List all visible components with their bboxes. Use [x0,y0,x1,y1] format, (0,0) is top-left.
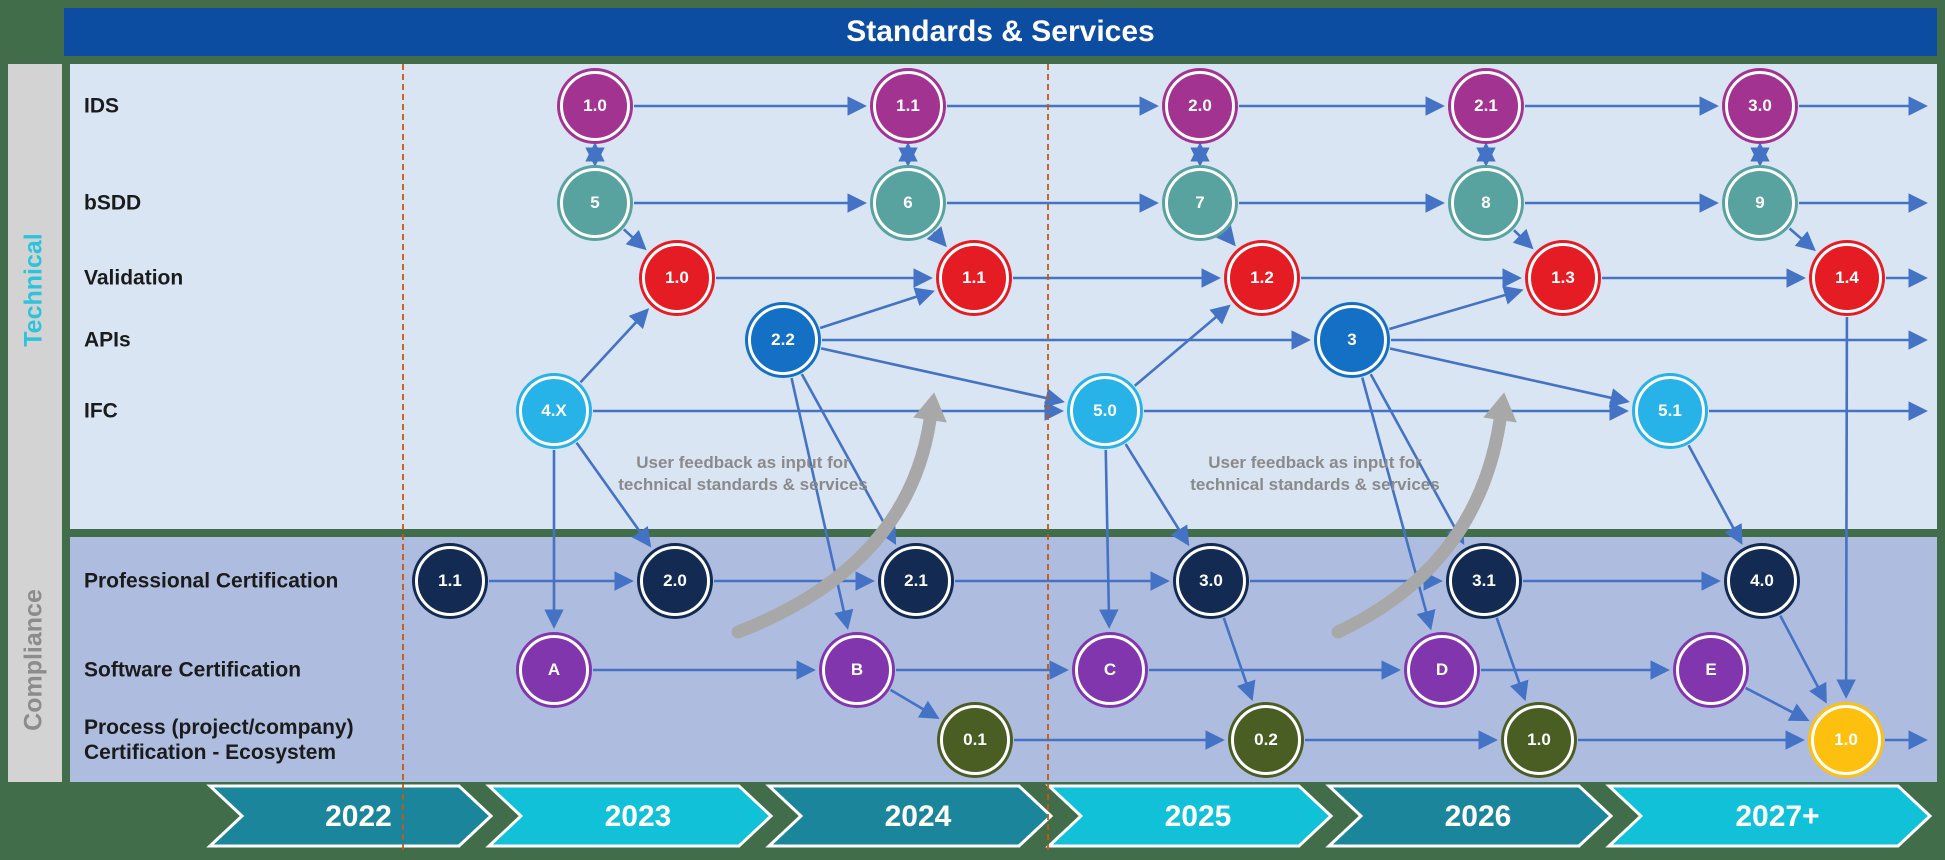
timeline-year-2024: 2024 [885,800,952,834]
row-label-profcert: Professional Certification [84,569,338,594]
feedback-swoosh-arrowhead [1483,392,1517,422]
node-software-certification-a: A [519,635,589,705]
arrow-v14-to-ry10 [1846,317,1847,695]
row-label-apis-text: APIs [84,328,131,353]
arrow-sE-to-ry10 [1746,688,1806,719]
arrow-b8-to-v13 [1514,230,1531,246]
arrow-a3-to-v13 [1389,291,1519,329]
row-label-ids-text: IDS [84,94,119,119]
arrow-a22-to-v11 [820,292,931,328]
node-bsdd-5: 5 [560,168,630,238]
arrow-b6-to-v11 [934,232,945,244]
arrow-i51-to-p40 [1689,445,1741,541]
row-label-proccert-text2: Certification - Ecosystem [84,740,354,765]
node-software-certification-e: E [1676,635,1746,705]
year-divider-dashed-line-1 [402,64,404,850]
node-bsdd-8: 8 [1451,168,1521,238]
arrow-a22-to-i50 [821,348,1061,401]
node-apis-3: 3 [1317,305,1387,375]
arrow-a3-to-i51 [1390,348,1626,401]
node-ids-1-0: 1.0 [560,71,630,141]
node-professional-certification-2-0: 2.0 [640,546,710,616]
row-label-softcert: Software Certification [84,658,301,683]
row-label-proccert: Process (project/company)Certification -… [84,715,354,765]
timeline-year-2023: 2023 [605,800,672,834]
node-software-certification-c: C [1075,635,1145,705]
row-label-apis: APIs [84,328,131,353]
node-ifc-5-1: 5.1 [1635,376,1705,446]
row-label-profcert-text: Professional Certification [84,569,338,594]
node-professional-certification-1-1: 1.1 [415,546,485,616]
node-professional-certification-2-1: 2.1 [881,546,951,616]
node-validation-1-1: 1.1 [939,243,1009,313]
timeline-year-2026: 2026 [1445,800,1512,834]
node-ifc-5-0: 5.0 [1070,376,1140,446]
roadmap-diagram: Standards & Services Technical Complianc… [0,0,1945,860]
sidebar-label-technical: Technical [20,233,49,346]
node-ids-1-1: 1.1 [873,71,943,141]
row-label-proccert-text: Process (project/company) [84,715,354,740]
row-label-val: Validation [84,266,183,291]
node-software-certification-b: B [822,635,892,705]
row-label-softcert-text: Software Certification [84,658,301,683]
feedback-note-2-line1: User feedback as input for [1208,453,1422,472]
arrow-p40-to-ry10 [1780,615,1825,700]
year-divider-dashed-line-2 [1047,64,1049,850]
arrow-sB-to-r01 [891,690,937,717]
arrow-i50-to-sC [1106,450,1109,625]
row-label-ids: IDS [84,94,119,119]
arrow-i50-to-v12 [1135,307,1228,386]
row-label-ifc-text: IFC [84,399,118,424]
feedback-note-1-line1: User feedback as input for [636,453,850,472]
node-apis-2-2: 2.2 [748,305,818,375]
feedback-note-1-line2: technical standards & services [618,475,867,494]
node-process-certification-1-0: 1.0 [1504,705,1574,775]
feedback-note-1: User feedback as input for technical sta… [618,452,867,496]
node-process-certification-0-1: 0.1 [940,705,1010,775]
node-bsdd-9: 9 [1725,168,1795,238]
timeline-year-2022: 2022 [325,800,392,834]
node-ids-2-1: 2.1 [1451,71,1521,141]
node-bsdd-7: 7 [1165,168,1235,238]
sidebar-label-compliance: Compliance [20,589,49,731]
node-validation-1-2: 1.2 [1227,243,1297,313]
feedback-swoosh-arrowhead [913,392,947,422]
node-ids-3-0: 3.0 [1725,71,1795,141]
row-label-bsdd: bSDD [84,191,141,216]
node-validation-1-4: 1.4 [1812,243,1882,313]
node-professional-certification-4-0: 4.0 [1727,546,1797,616]
node-ifc-4-x: 4.X [519,376,589,446]
row-label-bsdd-text: bSDD [84,191,141,216]
timeline-year-2027plus: 2027+ [1735,800,1819,834]
node-process-certification-0-2: 0.2 [1231,705,1301,775]
node-bsdd-6: 6 [873,168,943,238]
node-professional-certification-3-0: 3.0 [1176,546,1246,616]
node-ids-2-0: 2.0 [1165,71,1235,141]
timeline-year-2025: 2025 [1165,800,1232,834]
row-label-ifc: IFC [84,399,118,424]
node-validation-1-3: 1.3 [1528,243,1598,313]
row-label-val-text: Validation [84,266,183,291]
arrow-i50-to-p30 [1126,444,1188,543]
node-process-certification-1-0: 1.0 [1811,705,1881,775]
node-software-certification-d: D [1407,635,1477,705]
feedback-note-2: User feedback as input for technical sta… [1190,452,1439,496]
feedback-note-2-line2: technical standards & services [1190,475,1439,494]
node-professional-certification-3-1: 3.1 [1449,546,1519,616]
arrow-p31-to-r10 [1497,618,1525,698]
node-validation-1-0: 1.0 [642,243,712,313]
arrow-b9-to-v14 [1790,228,1813,248]
arrow-i4x-to-v10 [580,311,646,382]
arrow-b5-to-v10 [624,229,644,247]
arrow-p30-to-r02 [1224,618,1252,698]
arrow-b7-to-v12 [1225,233,1233,243]
